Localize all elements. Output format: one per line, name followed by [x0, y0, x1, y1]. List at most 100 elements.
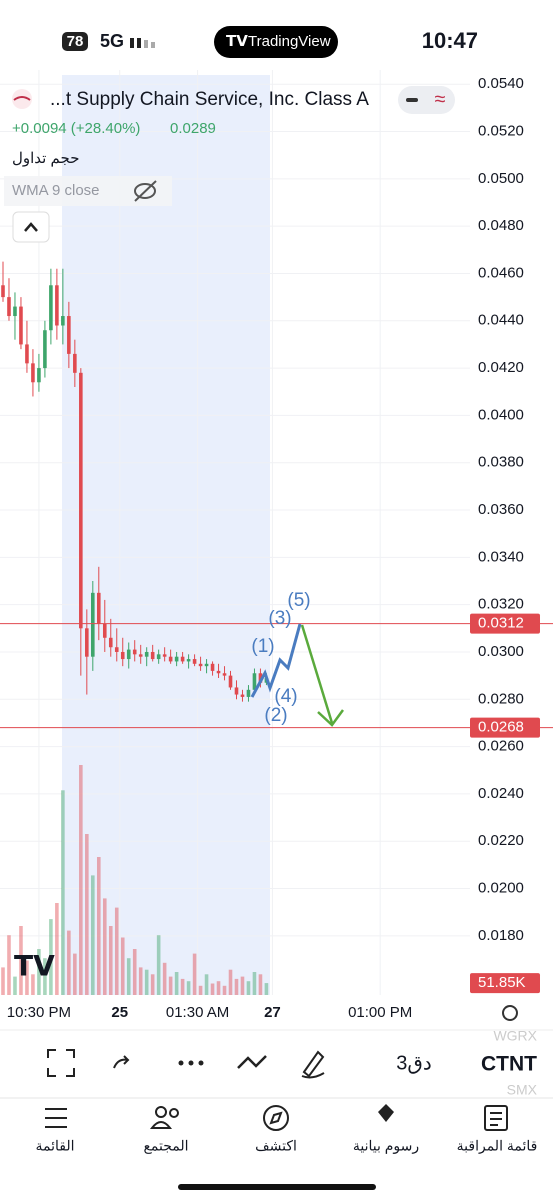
tv-watermark: 𝗧𝗩 — [14, 950, 55, 981]
x-tick-label: 01:00 PM — [348, 1004, 412, 1021]
candle-body — [162, 654, 167, 657]
wave-label: (3) — [268, 608, 291, 629]
y-tick-label: 0.0380 — [478, 454, 524, 471]
symbol[interactable]: CTNT — [481, 1053, 537, 1076]
volume-bar — [108, 926, 113, 995]
candle-body — [144, 651, 149, 657]
minus-icon — [406, 98, 418, 102]
nav-label[interactable]: اكتشف — [255, 1138, 297, 1154]
prev-symbol[interactable]: WGRX — [493, 1028, 537, 1044]
candle-body — [43, 330, 47, 369]
time: 10:47 — [422, 28, 478, 53]
candle-body — [180, 656, 185, 662]
candle-body — [216, 670, 221, 674]
candle-body — [55, 285, 59, 326]
share-icon[interactable] — [113, 1055, 130, 1069]
nav-icons — [45, 1105, 508, 1131]
candle-body — [228, 675, 233, 688]
indicator-volume: حجم تداول — [12, 150, 79, 167]
candle-body — [25, 344, 29, 364]
volume-bar — [192, 953, 197, 995]
candle-body — [240, 694, 245, 697]
nav-label[interactable]: القائمة — [36, 1138, 75, 1154]
candle-body — [126, 649, 131, 660]
x-tick-label: 10:30 PM — [7, 1004, 71, 1021]
volume-bar — [210, 983, 215, 995]
explore-icon[interactable] — [263, 1105, 289, 1131]
volume-bar — [156, 935, 161, 995]
candle-body — [132, 649, 137, 655]
y-tick-label: 0.0260 — [478, 738, 524, 755]
candle-body — [198, 663, 203, 667]
candle-body — [79, 372, 83, 629]
battery: 78 — [67, 33, 84, 50]
next-symbol[interactable]: SMX — [507, 1082, 538, 1098]
volume-bar — [204, 974, 209, 995]
settings-icon[interactable] — [502, 1005, 518, 1021]
wave-drawing — [250, 623, 302, 698]
more-icon[interactable] — [178, 1060, 204, 1066]
volume-bar — [25, 960, 29, 995]
volume-bar — [234, 978, 239, 995]
candle-body — [13, 306, 17, 317]
network: 5G — [100, 31, 124, 51]
volume-bar — [174, 972, 179, 995]
app-name: TradingView — [248, 33, 331, 50]
volume-bar — [246, 981, 251, 995]
y-tick-label: 0.0360 — [478, 501, 524, 518]
x-tick-label: 01:30 AM — [166, 1004, 229, 1021]
volume-bar — [168, 976, 173, 995]
charts-icon[interactable] — [378, 1104, 394, 1122]
wave-label: (2) — [264, 705, 287, 726]
watchlist-icon[interactable] — [484, 1105, 508, 1131]
battery-icon — [62, 32, 88, 51]
y-tick-label: 0.0340 — [478, 548, 524, 565]
volume-bar — [49, 919, 53, 995]
interval[interactable]: 3دق — [396, 1052, 432, 1074]
volume-bar — [114, 907, 119, 995]
y-tick-label: 0.0460 — [478, 264, 524, 281]
price-label: 0.0268 — [478, 719, 524, 736]
candle-body — [91, 592, 95, 657]
price-label-box — [470, 717, 540, 738]
indicator-icon[interactable] — [237, 1055, 267, 1069]
volume-bar — [73, 953, 77, 995]
wave-labels: (1) (2) (3) (4) (5) — [251, 590, 310, 726]
volume-bar — [37, 949, 41, 995]
tv-mark: 𝗧𝗩 — [226, 33, 248, 50]
volume-bar — [240, 976, 245, 995]
volume-bar — [222, 985, 227, 995]
hidden-icon[interactable] — [134, 180, 157, 202]
arrow-head — [317, 709, 345, 727]
volume-bar — [132, 949, 137, 995]
candle-body — [31, 363, 35, 383]
price-label-box — [470, 613, 540, 634]
nav-label[interactable]: المجتمع — [143, 1138, 188, 1155]
y-tick-label: 0.0200 — [478, 880, 524, 897]
candle-body — [210, 663, 215, 671]
indicator-box — [4, 176, 172, 206]
wave-label: (4) — [274, 686, 297, 707]
community-icon[interactable] — [155, 1106, 167, 1118]
candle-body — [186, 659, 191, 662]
indicator-wma: WMA 9 close — [12, 182, 100, 199]
collapse-button[interactable] — [12, 211, 50, 243]
candle-body — [7, 297, 11, 317]
nav-label[interactable]: رسوم بيانية — [353, 1138, 419, 1155]
fullscreen-icon[interactable] — [47, 1049, 75, 1077]
y-tick-label: 0.0180 — [478, 927, 524, 944]
collapse-icon — [24, 222, 38, 232]
candle-body — [108, 637, 113, 648]
candle-body — [252, 673, 257, 690]
x-tick-label: 27 — [264, 1004, 281, 1021]
y-tick-label: 0.0220 — [478, 832, 524, 849]
candle-body — [156, 654, 161, 660]
candle-body — [246, 689, 251, 697]
menu-icon[interactable] — [45, 1108, 67, 1128]
y-tick-label: 0.0540 — [478, 75, 524, 92]
volume-bar — [198, 985, 203, 995]
draw-icon[interactable] — [301, 1050, 325, 1079]
nav-label[interactable]: قائمة المراقبة — [457, 1138, 538, 1155]
